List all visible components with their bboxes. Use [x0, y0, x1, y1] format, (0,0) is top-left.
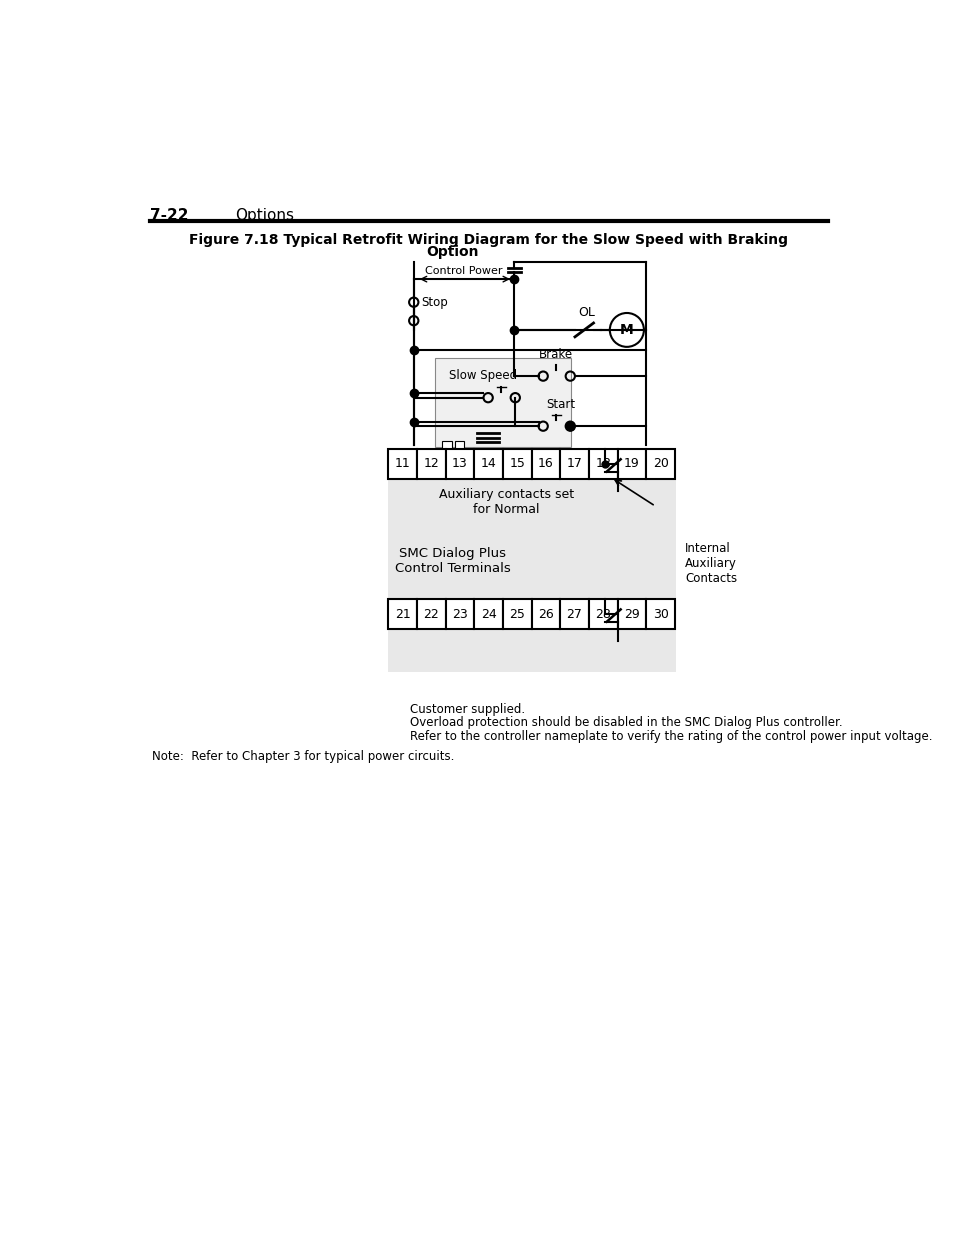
Bar	[531, 448, 559, 479]
Text: SMC Dialog Plus
Control Terminals: SMC Dialog Plus Control Terminals	[395, 547, 510, 576]
Bar	[442, 441, 452, 448]
Text: Internal
Auxiliary
Contacts: Internal Auxiliary Contacts	[684, 542, 737, 585]
Bar	[435, 358, 571, 447]
Bar	[474, 448, 502, 479]
Bar	[474, 599, 502, 630]
Text: Refer to the controller nameplate to verify the rating of the control power inpu: Refer to the controller nameplate to ver…	[410, 730, 931, 743]
Text: Control Power: Control Power	[425, 266, 502, 275]
Bar	[559, 599, 588, 630]
Bar	[588, 448, 617, 479]
Text: 16: 16	[537, 457, 553, 471]
Bar	[502, 448, 531, 479]
Text: Slow Speed: Slow Speed	[449, 369, 517, 383]
Text: 13: 13	[452, 457, 467, 471]
Text: 29: 29	[623, 608, 639, 620]
Text: 22: 22	[423, 608, 438, 620]
Text: Option: Option	[426, 246, 478, 259]
Bar	[645, 599, 674, 630]
Bar	[617, 448, 645, 479]
Text: 25: 25	[509, 608, 524, 620]
Text: 15: 15	[509, 457, 524, 471]
Text: Note:  Refer to Chapter 3 for typical power circuits.: Note: Refer to Chapter 3 for typical pow…	[152, 751, 454, 763]
Text: Auxiliary contacts set
for Normal: Auxiliary contacts set for Normal	[438, 488, 574, 516]
Text: 21: 21	[395, 608, 410, 620]
Bar	[531, 599, 559, 630]
Bar	[416, 448, 445, 479]
Bar	[588, 599, 617, 630]
Bar	[445, 599, 474, 630]
Text: OL: OL	[578, 306, 595, 319]
Text: 11: 11	[395, 457, 410, 471]
Text: Start: Start	[546, 398, 575, 411]
Text: Brake: Brake	[538, 348, 573, 361]
Bar	[445, 448, 474, 479]
Text: 28: 28	[595, 608, 611, 620]
Bar	[502, 599, 531, 630]
Text: Customer supplied.: Customer supplied.	[410, 703, 524, 715]
Bar	[455, 441, 464, 448]
Bar	[388, 448, 675, 672]
Text: 14: 14	[480, 457, 496, 471]
Bar	[645, 448, 674, 479]
Bar	[416, 599, 445, 630]
Text: 30: 30	[652, 608, 668, 620]
Text: Options: Options	[235, 209, 294, 224]
Text: 19: 19	[623, 457, 639, 471]
Text: 24: 24	[480, 608, 496, 620]
Bar	[559, 448, 588, 479]
Text: 23: 23	[452, 608, 467, 620]
Text: 20: 20	[652, 457, 668, 471]
Text: 7-22: 7-22	[150, 209, 189, 224]
Text: Stop: Stop	[421, 295, 448, 309]
Text: 18: 18	[595, 457, 611, 471]
Bar	[388, 448, 416, 479]
Bar	[617, 599, 645, 630]
Text: 17: 17	[566, 457, 582, 471]
Text: Overload protection should be disabled in the SMC Dialog Plus controller.: Overload protection should be disabled i…	[410, 716, 841, 730]
Text: Figure 7.18 Typical Retrofit Wiring Diagram for the Slow Speed with Braking: Figure 7.18 Typical Retrofit Wiring Diag…	[190, 233, 787, 247]
Text: 27: 27	[566, 608, 582, 620]
Bar	[388, 599, 416, 630]
Text: 26: 26	[537, 608, 553, 620]
Text: M: M	[619, 322, 633, 337]
Text: 12: 12	[423, 457, 438, 471]
